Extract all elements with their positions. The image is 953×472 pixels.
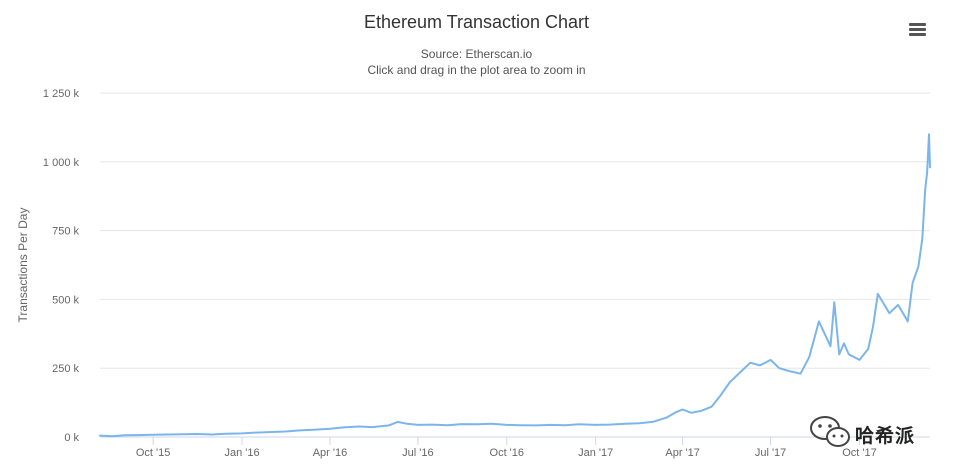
x-tick-label: Apr '17 xyxy=(665,447,700,459)
x-tick-label: Oct '16 xyxy=(490,447,525,459)
y-tick-label: 1 250 k xyxy=(43,88,80,100)
watermark: 哈希派 xyxy=(808,415,948,449)
x-tick-label: Jan '17 xyxy=(578,447,613,459)
y-tick-label: 250 k xyxy=(52,363,79,375)
y-tick-label: 0 k xyxy=(64,432,79,444)
chart-title: Ethereum Transaction Chart xyxy=(363,12,590,32)
x-tick-label: Jan '16 xyxy=(224,447,259,459)
y-axis-label: Transactions Per Day xyxy=(16,208,30,323)
series-line[interactable] xyxy=(99,133,931,438)
x-tick-label: Oct '17 xyxy=(842,447,877,459)
watermark-text: 哈希派 xyxy=(855,425,916,447)
hamburger-icon xyxy=(909,23,926,26)
x-tick-label: Apr '16 xyxy=(313,447,348,459)
x-tick-label: Oct '15 xyxy=(136,447,171,459)
chart-subtitle: Source: Etherscan.io xyxy=(420,47,533,61)
chart-menu-button[interactable] xyxy=(906,20,930,40)
y-tick-label: 750 k xyxy=(52,226,79,238)
x-tick-label: Jul '16 xyxy=(402,447,433,459)
zoom-hint: Click and drag in the plot area to zoom … xyxy=(367,63,586,77)
x-tick-label: Jul '17 xyxy=(755,447,786,459)
wechat-icon xyxy=(810,416,850,447)
y-tick-label: 1 000 k xyxy=(43,157,80,169)
y-tick-label: 500 k xyxy=(52,294,79,306)
